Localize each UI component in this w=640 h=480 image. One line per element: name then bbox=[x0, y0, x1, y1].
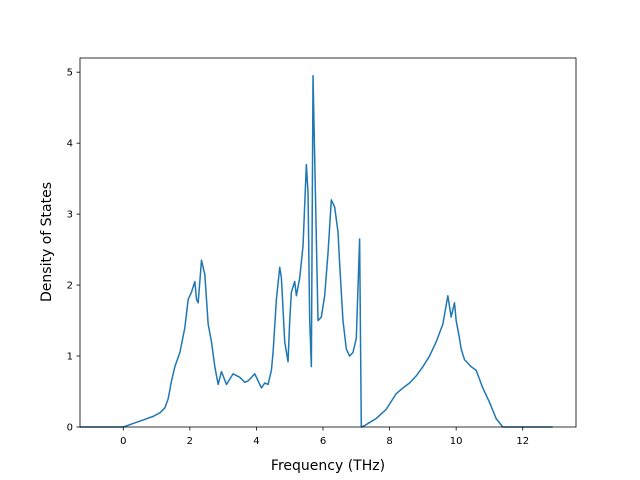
x-tick-label: 12 bbox=[516, 436, 529, 447]
dos-line bbox=[80, 74, 553, 428]
y-tick-label: 0 bbox=[67, 423, 73, 434]
y-tick-label: 3 bbox=[67, 210, 73, 221]
y-tick-label: 5 bbox=[67, 68, 73, 79]
y-tick-label: 2 bbox=[67, 281, 73, 292]
x-tick-label: 0 bbox=[120, 436, 126, 447]
y-tick-label: 1 bbox=[67, 352, 73, 363]
y-tick-label: 4 bbox=[67, 139, 73, 150]
x-tick-label: 6 bbox=[320, 436, 326, 447]
x-tick-label: 10 bbox=[450, 436, 463, 447]
x-tick-label: 2 bbox=[187, 436, 193, 447]
axes-frame bbox=[79, 57, 577, 428]
x-tick-label: 8 bbox=[386, 436, 392, 447]
y-axis-title: Density of States bbox=[39, 182, 55, 302]
x-tick-label: 4 bbox=[253, 436, 259, 447]
x-axis-title: Frequency (THz) bbox=[271, 458, 385, 474]
